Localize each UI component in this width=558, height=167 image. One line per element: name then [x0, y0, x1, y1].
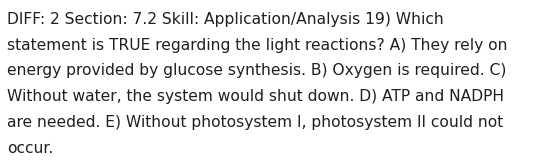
Text: energy provided by glucose synthesis. B) Oxygen is required. C): energy provided by glucose synthesis. B)…: [7, 63, 507, 78]
Text: are needed. E) Without photosystem I, photosystem II could not: are needed. E) Without photosystem I, ph…: [7, 115, 503, 130]
Text: occur.: occur.: [7, 141, 54, 156]
Text: statement is TRUE regarding the light reactions? A) They rely on: statement is TRUE regarding the light re…: [7, 38, 508, 53]
Text: Without water, the system would shut down. D) ATP and NADPH: Without water, the system would shut dow…: [7, 89, 504, 104]
Text: DIFF: 2 Section: 7.2 Skill: Application/Analysis 19) Which: DIFF: 2 Section: 7.2 Skill: Application/…: [7, 12, 444, 27]
